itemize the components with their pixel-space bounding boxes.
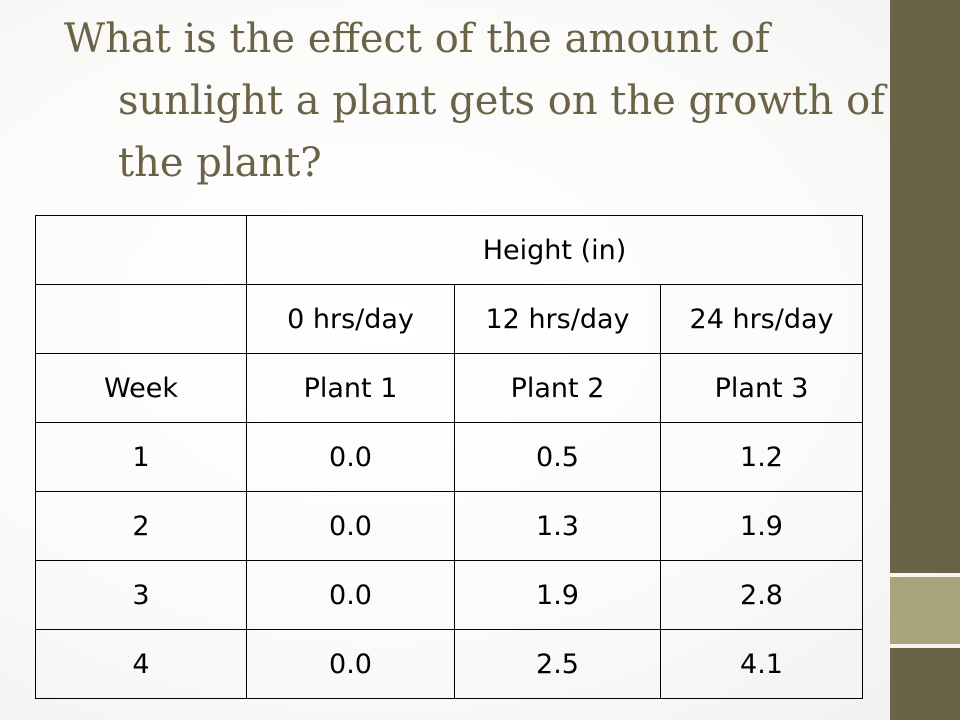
plant-3-cell: 1.2 [659,422,864,492]
table-header-row-labels: Week Plant 1 Plant 2 Plant 3 [35,353,864,423]
header-hours-0: 0 hrs/day [246,284,455,354]
plant-3-cell: 1.9 [659,491,864,561]
plant-2-cell: 1.3 [454,491,661,561]
week-cell: 3 [35,560,247,630]
week-cell: 1 [35,422,247,492]
plant-1-cell: 0.0 [246,422,455,492]
header-plant-3: Plant 3 [659,353,864,423]
week-cell: 4 [35,629,247,699]
table-row: 3 0.0 1.9 2.8 [35,560,864,630]
table-header-row-hours: 0 hrs/day 12 hrs/day 24 hrs/day [35,284,864,354]
accent-bar-middle [890,577,960,644]
table-corner-cell [35,215,247,285]
plant-2-cell: 2.5 [454,629,661,699]
plant-1-cell: 0.0 [246,491,455,561]
plant-1-cell: 0.0 [246,560,455,630]
header-plant-1: Plant 1 [246,353,455,423]
header-hours-12: 12 hrs/day [454,284,661,354]
table-corner-cell [35,284,247,354]
plant-3-cell: 2.8 [659,560,864,630]
table-row: 4 0.0 2.5 4.1 [35,629,864,699]
header-plant-2: Plant 2 [454,353,661,423]
table-row: 2 0.0 1.3 1.9 [35,491,864,561]
table-row: 1 0.0 0.5 1.2 [35,422,864,492]
slide-title: What is the effect of the amount of sunl… [64,16,886,186]
height-group-header: Height (in) [245,215,864,285]
plant-3-cell: 4.1 [659,629,864,699]
header-week: Week [35,353,247,423]
header-hours-24: 24 hrs/day [659,284,864,354]
accent-bar-top [890,0,960,573]
accent-bar-bottom [890,648,960,720]
plant-height-table: Height (in) 0 hrs/day 12 hrs/day 24 hrs/… [35,215,864,699]
table-header-row-group: Height (in) [35,215,864,285]
week-cell: 2 [35,491,247,561]
plant-2-cell: 1.9 [454,560,661,630]
plant-2-cell: 0.5 [454,422,661,492]
plant-1-cell: 0.0 [246,629,455,699]
